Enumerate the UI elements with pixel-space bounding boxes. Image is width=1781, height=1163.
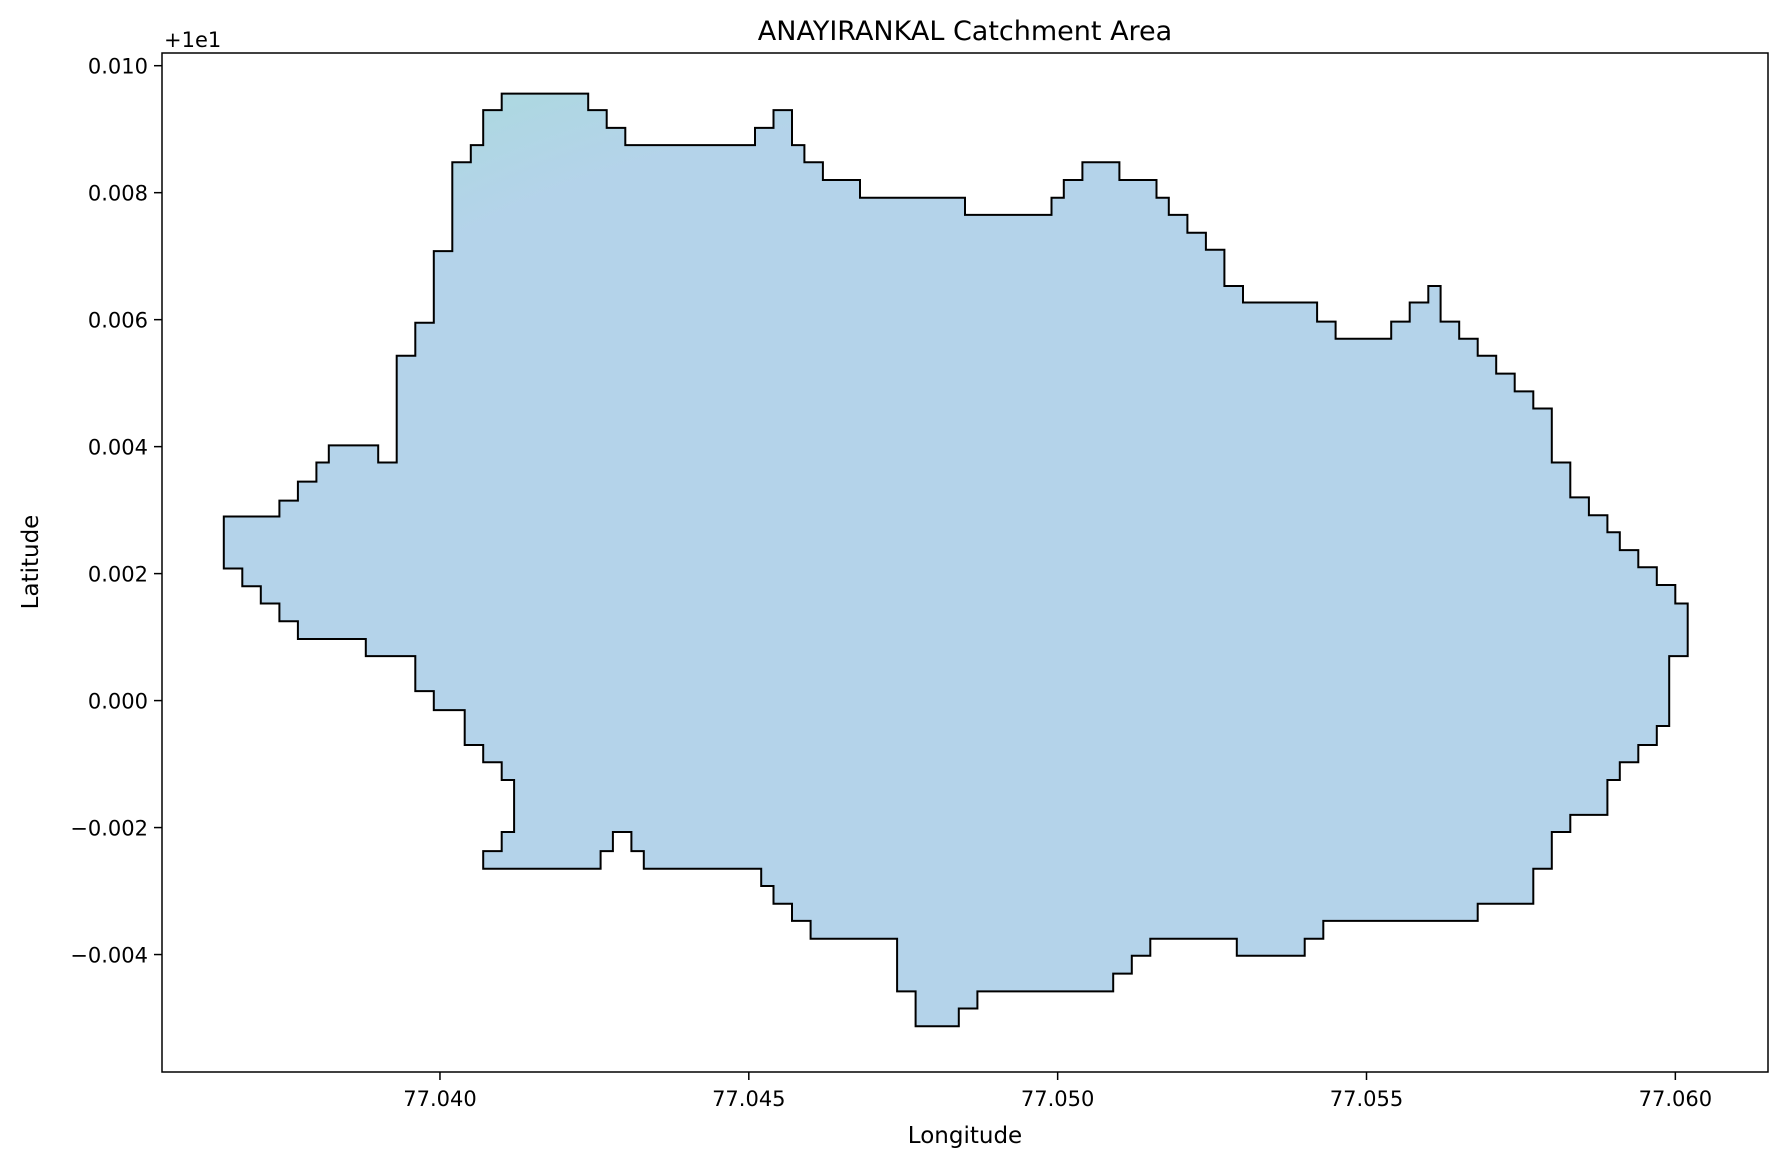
x-tick-label: 77.060 xyxy=(1639,1087,1712,1111)
x-tick-label: 77.040 xyxy=(403,1087,476,1111)
chart-title: ANAYIRANKAL Catchment Area xyxy=(758,16,1172,47)
catchment-polygon xyxy=(222,92,1689,1028)
x-axis-label: Longitude xyxy=(908,1123,1022,1149)
y-tick-label: −0.002 xyxy=(70,817,148,841)
x-tick-label: 77.045 xyxy=(712,1087,785,1111)
y-tick-label: 0.006 xyxy=(88,309,148,333)
y-tick-label: 0.002 xyxy=(88,563,148,587)
y-tick-label: 0.004 xyxy=(88,436,148,460)
y-offset-label: +1e1 xyxy=(164,28,221,52)
axes-frame xyxy=(161,52,1769,1073)
x-tick-label: 77.055 xyxy=(1330,1087,1403,1111)
y-tick-label: 0.008 xyxy=(88,182,148,206)
y-axis: −0.004 −0.002 0.000 0.002 0.004 0.006 0.008 0.0… xyxy=(70,55,162,968)
x-tick-label: 77.050 xyxy=(1021,1087,1094,1111)
y-axis-label: Latitude xyxy=(18,515,44,610)
y-tick-label: 0.000 xyxy=(88,690,148,714)
x-axis: 77.040 77.045 77.050 77.055 77.060 xyxy=(403,1072,1712,1111)
y-tick-label: −0.004 xyxy=(70,944,148,968)
y-tick-label: 0.010 xyxy=(88,55,148,79)
